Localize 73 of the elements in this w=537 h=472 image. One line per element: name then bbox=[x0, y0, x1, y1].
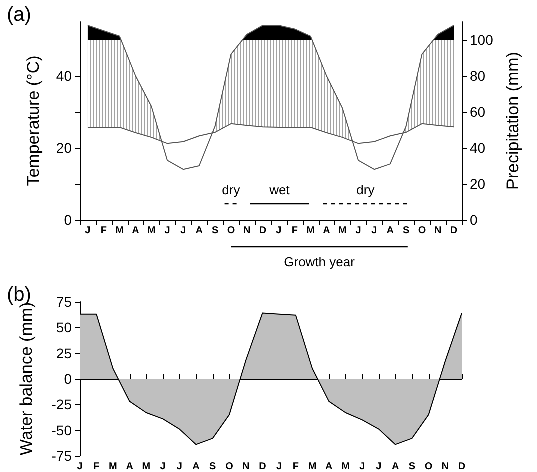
x-tick-label: N bbox=[434, 226, 442, 236]
x-tick-label: M bbox=[116, 226, 124, 236]
x-tick-label: M bbox=[306, 226, 315, 236]
x-tick-label: A bbox=[132, 226, 140, 236]
x-tick-label: M bbox=[308, 462, 317, 472]
x-tick-label: D bbox=[259, 462, 266, 472]
x-tick-label: A bbox=[392, 462, 400, 472]
x-tick-label: J bbox=[160, 462, 166, 472]
x-tick-label: O bbox=[418, 226, 426, 236]
x-tick-label: J bbox=[176, 462, 182, 472]
y-tick-label: 75 bbox=[56, 294, 72, 310]
annotation: wet bbox=[268, 182, 290, 198]
x-tick-label: A bbox=[323, 226, 330, 236]
x-tick-label: O bbox=[226, 462, 234, 472]
y-axis-title: Water balance (mm) bbox=[17, 302, 36, 456]
y-tick-label: -50 bbox=[52, 422, 72, 438]
x-tick-label: O bbox=[227, 226, 236, 236]
x-tick-label: S bbox=[408, 462, 416, 472]
x-tick-label: S bbox=[210, 462, 217, 472]
x-tick-label: N bbox=[242, 462, 250, 472]
y-tick-label: 0 bbox=[64, 371, 72, 387]
x-tick-label: F bbox=[292, 462, 299, 472]
x-tick-label: J bbox=[360, 462, 366, 472]
x-tick-label: M bbox=[338, 226, 347, 236]
x-tick-label: J bbox=[276, 462, 282, 472]
x-tick-label: J bbox=[356, 226, 362, 236]
x-tick-label: A bbox=[126, 462, 134, 472]
x-tick-label: A bbox=[192, 462, 200, 472]
x-tick-label: F bbox=[94, 462, 100, 472]
x-tick-label: J bbox=[180, 226, 186, 236]
x-tick-label: J bbox=[77, 462, 83, 472]
y-tick-label: 0 bbox=[64, 212, 72, 228]
x-tick-label: N bbox=[442, 462, 450, 472]
x-tick-label: F bbox=[292, 226, 298, 236]
x-tick-label: O bbox=[424, 462, 433, 472]
x-tick-label: J bbox=[376, 462, 382, 472]
x-tick-label: N bbox=[244, 226, 251, 236]
y2-tick-label: 40 bbox=[470, 140, 486, 156]
y-tick-label: -75 bbox=[52, 448, 72, 464]
x-tick-label: S bbox=[212, 226, 219, 236]
x-tick-label: J bbox=[372, 226, 378, 236]
x-tick-label: A bbox=[196, 226, 203, 236]
x-tick-label: J bbox=[164, 226, 170, 236]
x-tick-label: M bbox=[147, 226, 156, 236]
y2-tick-label: 100 bbox=[470, 32, 494, 48]
y-tick-label: 50 bbox=[56, 320, 72, 336]
x-tick-label: D bbox=[458, 462, 466, 472]
y2-tick-label: 60 bbox=[470, 104, 486, 120]
annotation: dry bbox=[222, 182, 241, 198]
y-tick-label: -25 bbox=[52, 396, 72, 413]
y-tick-label: 25 bbox=[56, 345, 72, 362]
y2-tick-label: 0 bbox=[470, 212, 478, 228]
x-tick-label: D bbox=[450, 226, 458, 236]
x-tick-label: D bbox=[259, 226, 267, 236]
x-tick-label: M bbox=[342, 462, 350, 472]
x-tick-label: A bbox=[326, 462, 333, 472]
y2-tick-label: 20 bbox=[470, 176, 486, 192]
x-tick-label: M bbox=[142, 462, 151, 472]
y-tick-label: 20 bbox=[56, 140, 72, 156]
x-tick-label: M bbox=[109, 462, 118, 472]
y2-axis-title: Precipitation (mm) bbox=[503, 52, 522, 190]
x-tick-label: F bbox=[100, 226, 107, 236]
y-axis-title: Temperature (°C) bbox=[24, 56, 43, 186]
annotation: dry bbox=[356, 182, 376, 198]
x-tick-label: A bbox=[386, 226, 394, 236]
line-series bbox=[87, 25, 455, 170]
chart-title: (a) bbox=[7, 4, 32, 26]
x-tick-label: J bbox=[85, 226, 91, 236]
y-tick-label: 40 bbox=[56, 68, 72, 84]
x-tick-label: S bbox=[402, 226, 410, 236]
x-tick-label: J bbox=[276, 226, 282, 236]
y2-tick-label: 80 bbox=[470, 68, 486, 84]
text: Growth year bbox=[284, 254, 356, 270]
